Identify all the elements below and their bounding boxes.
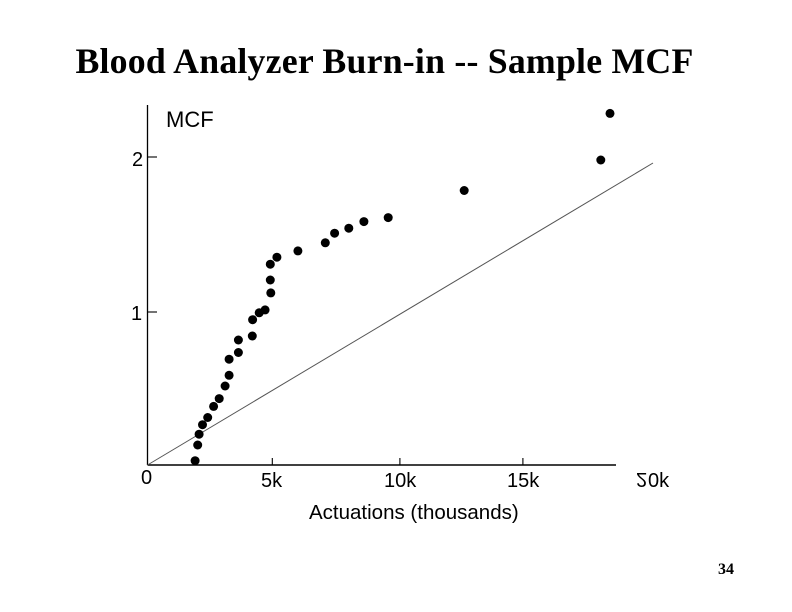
svg-text:2: 2 (132, 149, 143, 171)
svg-text:MCF: MCF (166, 107, 214, 132)
svg-text:10k: 10k (384, 470, 417, 492)
svg-text:1: 1 (131, 303, 142, 325)
svg-text:0k: 0k (648, 470, 670, 492)
svg-text:2: 2 (636, 468, 647, 490)
svg-text:15k: 15k (507, 470, 540, 492)
svg-text:0: 0 (141, 467, 152, 489)
svg-text:5k: 5k (261, 470, 283, 492)
